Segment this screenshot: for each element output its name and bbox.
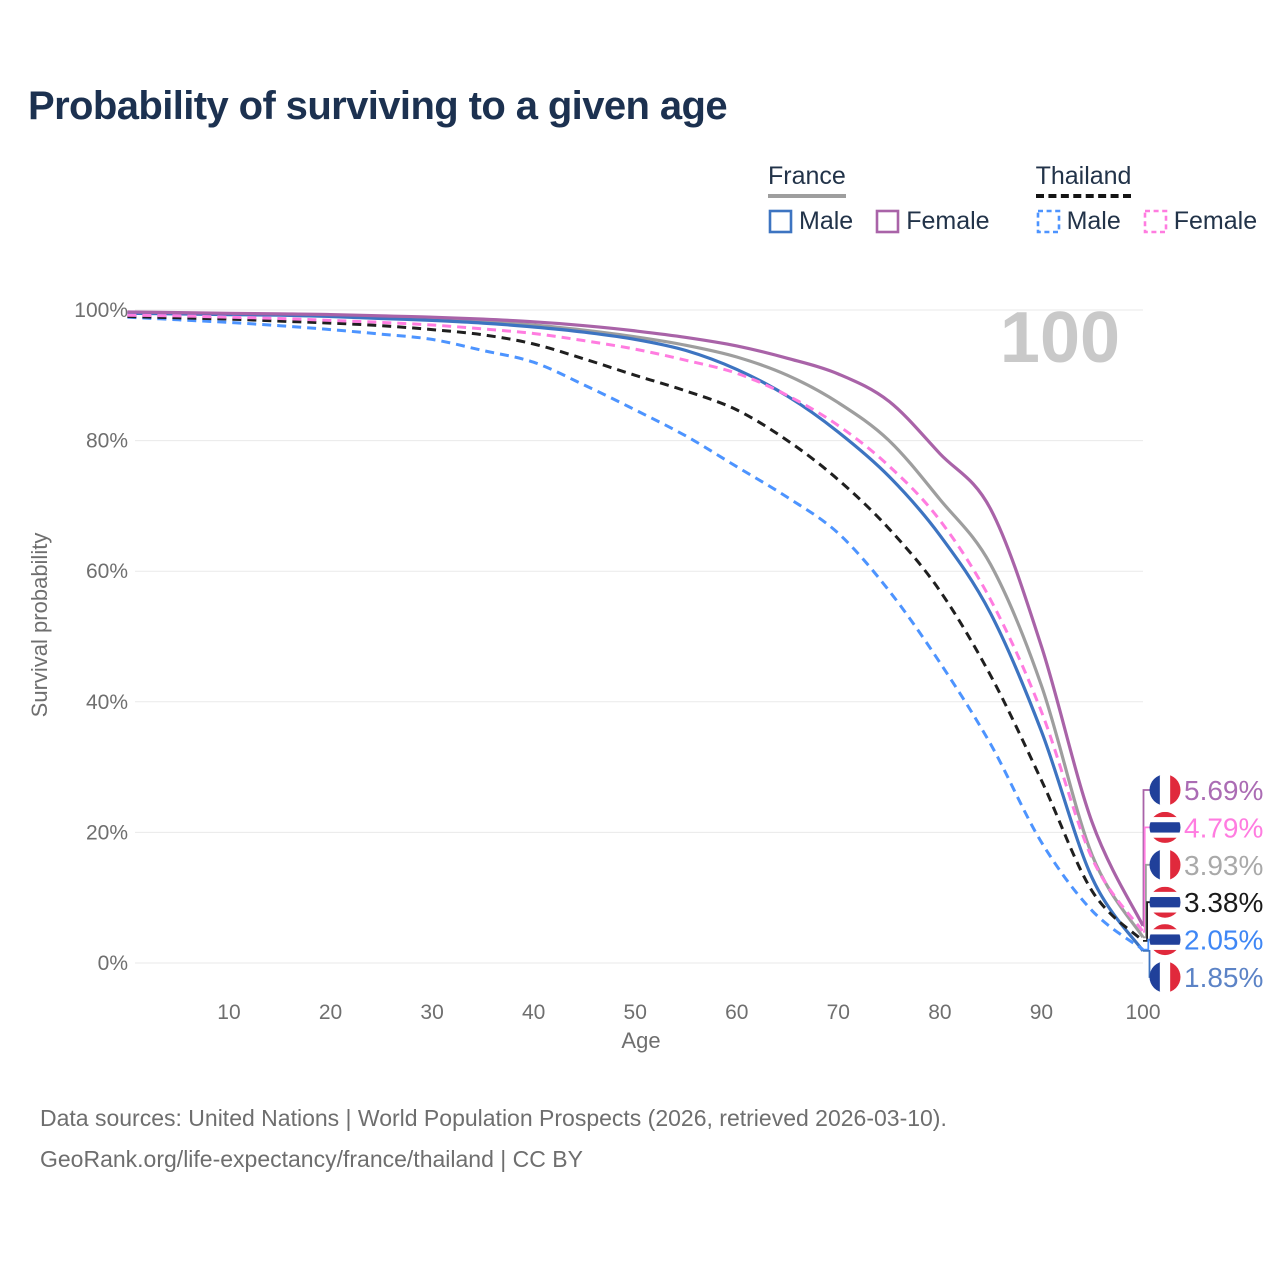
y-tick-label: 0% <box>98 952 128 975</box>
footer: Data sources: United Nations | World Pop… <box>40 1098 947 1180</box>
end-label-value: 4.79% <box>1184 812 1263 843</box>
series-line-thailand-male[interactable] <box>127 315 1144 951</box>
end-label-row-thailand-male: 2.05% <box>1143 924 1263 956</box>
y-axis-title: Survival probability <box>27 533 52 718</box>
series-line-france-total[interactable] <box>127 311 1145 939</box>
leader-line <box>1143 826 1150 933</box>
end-label-row-france-total: 3.93% <box>1143 849 1263 939</box>
legend-label: Female <box>906 207 990 235</box>
footer-data-sources: Data sources: United Nations | World Pop… <box>40 1105 947 1131</box>
x-tick-label: 90 <box>1030 1001 1053 1024</box>
leader-line <box>1143 938 1150 951</box>
thailand-female-swatch-icon <box>1143 209 1168 234</box>
series-line-france-female[interactable] <box>127 310 1145 927</box>
france-female-swatch-icon <box>875 209 900 234</box>
end-label-row-thailand-female: 4.79% <box>1143 811 1263 933</box>
x-tick-label: 40 <box>522 1001 545 1024</box>
end-label-row-france-female: 5.69% <box>1142 774 1263 927</box>
france-flag-icon <box>1149 961 1181 993</box>
end-label-row-france-male: 1.85% <box>1143 950 1263 993</box>
end-label-value: 5.69% <box>1184 775 1263 806</box>
x-tick-label: 20 <box>319 1001 342 1024</box>
y-tick-label: 20% <box>86 821 128 844</box>
end-label-value: 2.05% <box>1184 925 1263 956</box>
legend-group-thailand: Thailand Male Female <box>1035 162 1257 236</box>
y-tick-label: 100% <box>74 299 128 322</box>
x-axis-title: Age <box>621 1028 660 1053</box>
thailand-male-swatch-icon <box>1036 209 1060 234</box>
y-tick-label: 80% <box>86 430 128 453</box>
leader-line <box>1143 950 1151 978</box>
thailand-flag-icon <box>1149 811 1181 843</box>
end-label-value: 3.93% <box>1184 850 1263 881</box>
footer-attribution: GeoRank.org/life-expectancy/france/thail… <box>40 1146 583 1173</box>
legend-france-title[interactable]: France <box>768 162 846 198</box>
y-tick-label: 40% <box>86 691 128 714</box>
x-tick-label: 10 <box>217 1001 240 1024</box>
series-line-thailand-total[interactable] <box>127 315 1145 943</box>
series-line-france-male[interactable] <box>127 311 1145 952</box>
chart-legend: France Male Female Thailand <box>768 162 1257 236</box>
x-tick-label: 60 <box>725 1001 748 1024</box>
x-tick-label: 80 <box>928 1001 951 1024</box>
x-tick-label: 100 <box>1125 1001 1160 1024</box>
leader-line <box>1143 863 1150 939</box>
age-hover-watermark: 100 <box>1000 298 1120 378</box>
series-line-thailand-female[interactable] <box>127 313 1145 933</box>
end-label-row-thailand-total: 3.38% <box>1143 886 1263 942</box>
legend-france-female[interactable]: Female <box>875 207 990 236</box>
end-label-value: 1.85% <box>1184 962 1263 993</box>
leader-line <box>1143 901 1150 942</box>
legend-thailand-male[interactable]: Male <box>1036 207 1121 236</box>
x-tick-label: 70 <box>827 1001 850 1024</box>
end-label-value: 3.38% <box>1184 887 1263 918</box>
thailand-flag-icon <box>1149 886 1181 918</box>
france-flag-icon <box>1149 774 1181 806</box>
x-tick-label: 50 <box>624 1001 647 1024</box>
legend-label: Male <box>1066 207 1121 235</box>
legend-label: Male <box>799 207 854 235</box>
legend-france-male[interactable]: Male <box>768 207 853 236</box>
thailand-flag-icon <box>1149 924 1181 956</box>
legend-label: Female <box>1173 207 1258 235</box>
france-flag-icon <box>1149 849 1181 881</box>
y-tick-label: 60% <box>86 560 128 583</box>
page-title: Probability of surviving to a given age <box>28 84 728 128</box>
legend-group-france: France Male Female <box>768 162 990 236</box>
leader-line <box>1142 789 1150 927</box>
legend-thailand-female[interactable]: Female <box>1143 207 1257 236</box>
legend-thailand-title[interactable]: Thailand <box>1035 162 1132 198</box>
x-tick-label: 30 <box>420 1001 443 1024</box>
france-male-swatch-icon <box>768 209 793 234</box>
